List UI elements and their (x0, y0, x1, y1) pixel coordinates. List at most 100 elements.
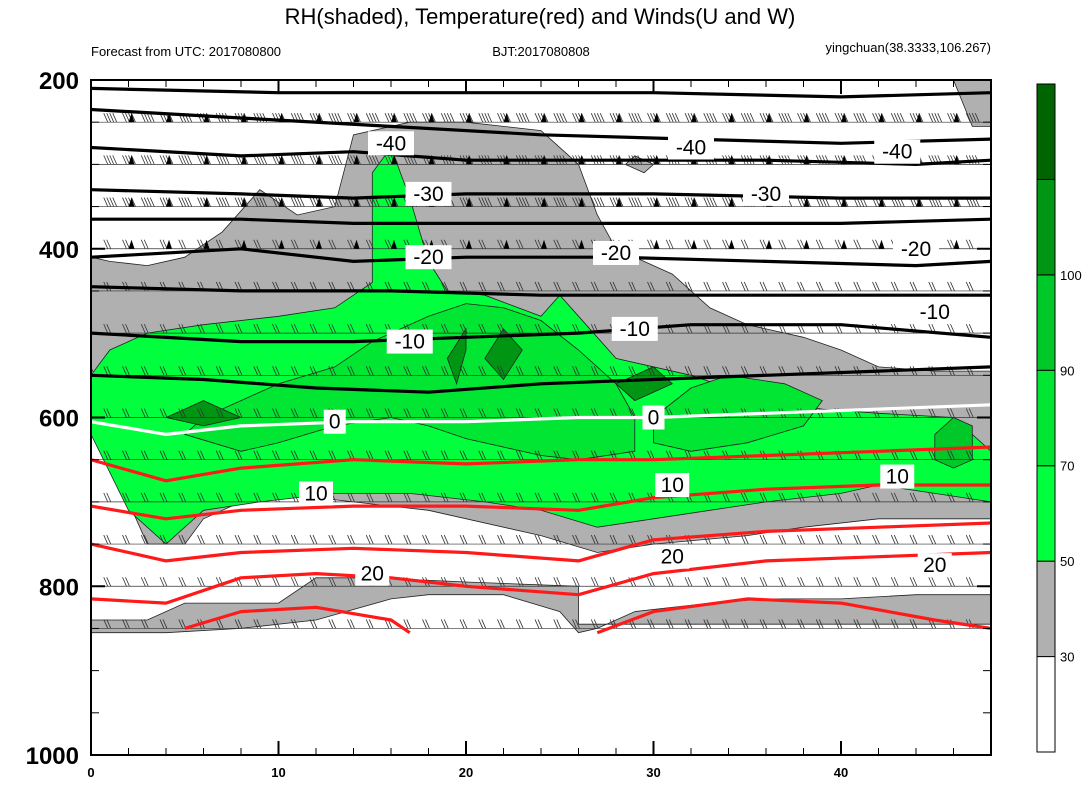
wind-barb (722, 197, 736, 207)
wind-barb (740, 113, 755, 123)
wind-barb (834, 492, 843, 503)
wind-barb (440, 534, 449, 545)
wind-barb (797, 113, 811, 123)
wind-barb (272, 366, 280, 376)
wind-barb (272, 450, 280, 460)
wind-barb (478, 577, 487, 587)
wind-barb (347, 619, 355, 629)
wind-barb (478, 197, 493, 207)
contour-label: -20 (893, 236, 939, 261)
wind-barb (234, 323, 243, 334)
wind-barb (515, 408, 524, 418)
temperature-contour (184, 605, 411, 635)
wind-barb (140, 619, 149, 629)
wind-barb (909, 492, 918, 503)
wind-barb (459, 450, 468, 460)
wind-barb (403, 408, 412, 418)
wind-barb (140, 113, 155, 123)
wind-barb (365, 113, 380, 123)
wind-barb (459, 281, 468, 292)
wind-barb (178, 577, 187, 587)
y-tick-label: 200 (39, 68, 79, 95)
wind-barb (553, 450, 562, 460)
wind-barb (572, 366, 580, 376)
wind-barb (197, 492, 205, 503)
wind-barb (328, 619, 337, 629)
wind-barb (965, 534, 974, 545)
wind-barb (834, 239, 847, 249)
wind-barb (872, 577, 880, 587)
wind-barb (365, 239, 374, 249)
wind-barb (909, 113, 924, 123)
wind-barb (440, 408, 449, 418)
wind-barb (947, 281, 955, 292)
wind-barb (965, 450, 974, 460)
wind-barb (572, 534, 580, 545)
wind-barb (234, 197, 249, 207)
wind-barb (628, 113, 643, 123)
wind-barb (909, 281, 918, 292)
wind-barb (122, 534, 130, 545)
wind-barb (740, 619, 749, 629)
wind-barb (722, 577, 730, 587)
wind-barb (178, 492, 187, 503)
y-tick-label: 1000 (26, 743, 79, 770)
wind-barb (122, 450, 130, 460)
wind-barb (778, 492, 787, 503)
wind-barb (665, 197, 680, 207)
wind-barb (703, 281, 712, 292)
wind-barb (328, 113, 343, 123)
wind-barb (365, 366, 374, 376)
wind-barb (778, 113, 793, 123)
wind-barb (384, 113, 399, 123)
wind-barb (403, 366, 412, 376)
wind-barb (928, 492, 937, 503)
wind-barb (740, 492, 749, 503)
colorbar-swatch (1036, 83, 1056, 180)
wind-barb (553, 197, 568, 207)
colorbar-swatch (1036, 274, 1056, 371)
wind-barb (590, 113, 605, 123)
colorbar-swatch (1036, 656, 1056, 753)
wind-barb (759, 534, 768, 545)
svg-text:10: 10 (304, 482, 327, 505)
wind-barb (347, 366, 355, 376)
wind-barb (253, 450, 262, 460)
wind-barb (422, 366, 430, 376)
wind-barb (890, 619, 899, 629)
wind-barb (234, 492, 243, 503)
wind-barb (815, 534, 824, 545)
x-axis: 0 10 20 30 40 (87, 80, 992, 780)
wind-barb (290, 619, 299, 629)
svg-text:-30: -30 (413, 183, 443, 206)
wind-barb (365, 534, 374, 545)
wind-barb (103, 197, 118, 207)
wind-barb (103, 577, 112, 587)
wind-barb (122, 155, 136, 165)
wind-barb (290, 534, 299, 545)
wind-barb (253, 492, 262, 503)
wind-barb (609, 366, 618, 376)
wind-barb (122, 366, 130, 376)
wind-barb (515, 450, 524, 460)
wind-barb (140, 366, 149, 376)
wind-barb (290, 408, 299, 418)
wind-barb (272, 492, 280, 503)
wind-barb (572, 619, 580, 629)
colorbar-swatch (1036, 560, 1056, 658)
contour-label: 0 (642, 405, 665, 430)
wind-barb (103, 450, 112, 460)
wind-barb (853, 619, 862, 629)
wind-barb (609, 197, 624, 207)
wind-barb (290, 366, 299, 376)
wind-barb (647, 113, 661, 123)
wind-barb (272, 408, 280, 418)
wind-barb (834, 534, 843, 545)
wind-barb (947, 534, 955, 545)
wind-barb (722, 366, 730, 376)
wind-barb (309, 619, 318, 629)
wind-barb (572, 492, 580, 503)
wind-barb (178, 197, 193, 207)
wind-barb (797, 197, 811, 207)
wind-barb (590, 366, 599, 376)
